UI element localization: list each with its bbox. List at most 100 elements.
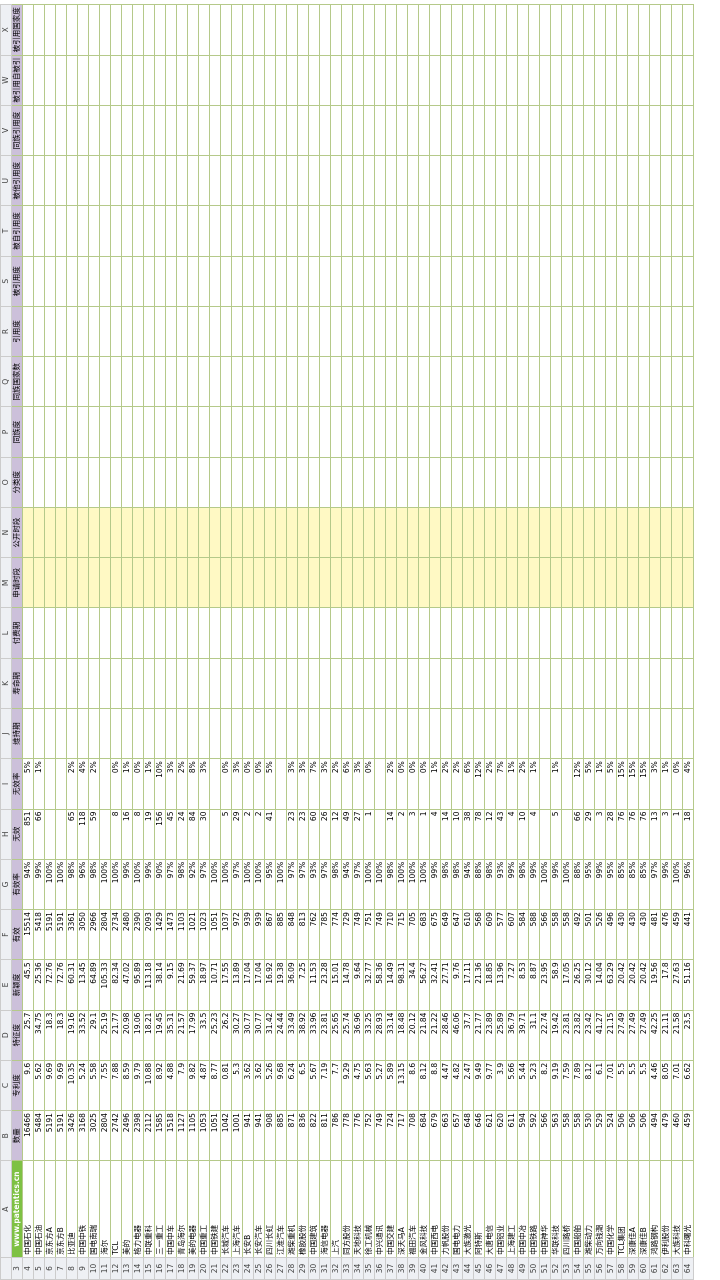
cell[interactable] <box>221 306 232 356</box>
cell[interactable]: 中国交建 <box>386 1161 397 1258</box>
cell[interactable]: 592 <box>529 1111 540 1161</box>
cell[interactable]: 97% <box>353 859 364 909</box>
cell[interactable] <box>364 608 375 658</box>
cell[interactable] <box>485 156 496 206</box>
column-letter[interactable]: K <box>1 658 12 708</box>
cell[interactable] <box>529 608 540 658</box>
cell[interactable] <box>188 357 199 407</box>
cell[interactable] <box>276 507 287 557</box>
cell[interactable] <box>56 708 67 758</box>
cell[interactable] <box>617 708 628 758</box>
cell[interactable]: 4.47 <box>441 1060 452 1110</box>
cell[interactable]: 19.38 <box>276 960 287 1010</box>
column-header[interactable]: 被引用度 <box>12 256 23 306</box>
cell[interactable] <box>331 105 342 155</box>
cell[interactable] <box>507 256 518 306</box>
cell[interactable] <box>364 306 375 356</box>
cell[interactable]: 3 <box>595 809 606 859</box>
cell[interactable]: 18.3 <box>56 1010 67 1060</box>
cell[interactable]: 566 <box>540 910 551 960</box>
cell[interactable]: 3% <box>199 759 210 809</box>
cell[interactable]: 32.77 <box>364 960 375 1010</box>
cell[interactable]: 762 <box>309 910 320 960</box>
cell[interactable] <box>375 156 386 206</box>
column-header[interactable]: 数量 <box>12 1111 23 1161</box>
cell[interactable] <box>320 256 331 306</box>
cell[interactable]: 中国西电 <box>430 1161 441 1258</box>
cell[interactable] <box>628 407 639 457</box>
column-header[interactable]: 被引用自被引 <box>12 55 23 105</box>
cell[interactable] <box>353 507 364 557</box>
cell[interactable] <box>298 306 309 356</box>
cell[interactable] <box>617 357 628 407</box>
cell[interactable] <box>155 105 166 155</box>
cell[interactable] <box>144 5 155 56</box>
cell[interactable]: 100% <box>100 859 111 909</box>
cell[interactable]: 大族激光 <box>463 1161 474 1258</box>
cell[interactable]: 885 <box>276 910 287 960</box>
cell[interactable] <box>188 558 199 608</box>
cell[interactable] <box>276 658 287 708</box>
cell[interactable] <box>573 608 584 658</box>
cell[interactable] <box>562 357 573 407</box>
cell[interactable] <box>683 156 694 206</box>
cell[interactable] <box>496 608 507 658</box>
cell[interactable]: 1518 <box>166 1111 177 1161</box>
cell[interactable] <box>34 507 45 557</box>
cell[interactable]: 90% <box>155 859 166 909</box>
cell[interactable] <box>210 759 221 809</box>
cell[interactable] <box>188 306 199 356</box>
cell[interactable]: 14 <box>441 809 452 859</box>
cell[interactable] <box>298 708 309 758</box>
cell[interactable]: 海信电器 <box>320 1161 331 1258</box>
cell[interactable]: 6% <box>463 759 474 809</box>
cell[interactable]: 10 <box>452 809 463 859</box>
cell[interactable]: 5418 <box>34 910 45 960</box>
cell[interactable] <box>375 105 386 155</box>
cell[interactable]: 长安B <box>243 1161 254 1258</box>
cell[interactable]: 28.46 <box>441 1010 452 1060</box>
cell[interactable] <box>67 507 78 557</box>
cell[interactable] <box>199 507 210 557</box>
cell[interactable] <box>650 156 661 206</box>
cell[interactable]: 4.87 <box>199 1060 210 1110</box>
cell[interactable] <box>100 809 111 859</box>
cell[interactable]: 23.5 <box>683 1010 694 1060</box>
cell[interactable]: 伊利股份 <box>661 1161 672 1258</box>
column-header[interactable]: 同族国家数 <box>12 357 23 407</box>
cell[interactable]: 751 <box>364 910 375 960</box>
cell[interactable] <box>628 306 639 356</box>
cell[interactable] <box>188 407 199 457</box>
column-header[interactable]: 特征度 <box>12 1010 23 1060</box>
cell[interactable] <box>89 5 100 56</box>
cell[interactable] <box>89 206 100 256</box>
row-number[interactable]: 15 <box>144 1257 155 1279</box>
cell[interactable] <box>78 357 89 407</box>
cell[interactable] <box>463 55 474 105</box>
cell[interactable] <box>364 407 375 457</box>
cell[interactable]: 9.19 <box>551 1060 562 1110</box>
cell[interactable]: 25.19 <box>100 1010 111 1060</box>
cell[interactable] <box>639 5 650 56</box>
cell[interactable] <box>562 558 573 608</box>
cell[interactable]: 5% <box>23 759 34 809</box>
cell[interactable]: 59 <box>89 809 100 859</box>
cell[interactable] <box>243 407 254 457</box>
cell[interactable] <box>331 457 342 507</box>
cell[interactable]: 1021 <box>188 910 199 960</box>
cell[interactable] <box>232 156 243 206</box>
cell[interactable] <box>133 407 144 457</box>
cell[interactable] <box>617 105 628 155</box>
cell[interactable]: 深康佳B <box>639 1161 650 1258</box>
cell[interactable] <box>628 658 639 708</box>
cell[interactable]: 9.29 <box>342 1060 353 1110</box>
cell[interactable]: 20.98 <box>122 1010 133 1060</box>
cell[interactable]: 2% <box>177 759 188 809</box>
cell[interactable] <box>243 357 254 407</box>
cell[interactable]: 27.71 <box>441 960 452 1010</box>
cell[interactable] <box>232 105 243 155</box>
cell[interactable] <box>232 256 243 306</box>
cell[interactable] <box>452 558 463 608</box>
cell[interactable] <box>639 206 650 256</box>
cell[interactable] <box>122 206 133 256</box>
